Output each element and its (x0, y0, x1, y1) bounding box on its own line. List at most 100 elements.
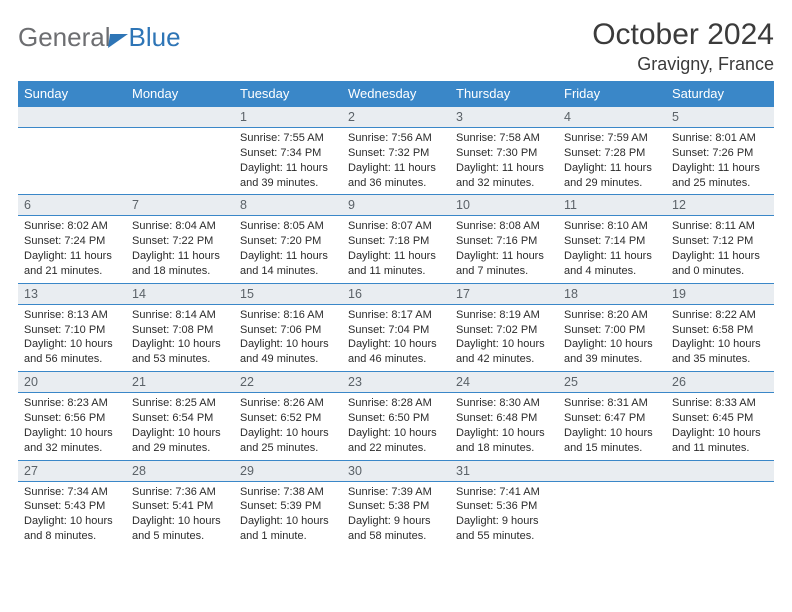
day-daylight1: Daylight: 10 hours (456, 337, 552, 352)
day-details: Sunrise: 8:13 AMSunset: 7:10 PMDaylight:… (18, 305, 126, 371)
day-daylight2: and 22 minutes. (348, 441, 444, 456)
calendar-day-cell: 23Sunrise: 8:28 AMSunset: 6:50 PMDayligh… (342, 371, 450, 459)
calendar-week-row: 13Sunrise: 8:13 AMSunset: 7:10 PMDayligh… (18, 283, 774, 371)
day-sunrise: Sunrise: 8:14 AM (132, 308, 228, 323)
day-details: Sunrise: 8:04 AMSunset: 7:22 PMDaylight:… (126, 216, 234, 282)
day-daylight1: Daylight: 11 hours (564, 249, 660, 264)
logo-text-blue: Blue (129, 22, 181, 53)
day-sunset: Sunset: 7:30 PM (456, 146, 552, 161)
day-details: Sunrise: 7:56 AMSunset: 7:32 PMDaylight:… (342, 128, 450, 194)
day-sunset: Sunset: 6:54 PM (132, 411, 228, 426)
day-sunset: Sunset: 7:26 PM (672, 146, 768, 161)
day-sunrise: Sunrise: 8:11 AM (672, 219, 768, 234)
day-daylight2: and 39 minutes. (564, 352, 660, 367)
day-sunrise: Sunrise: 8:23 AM (24, 396, 120, 411)
day-daylight1: Daylight: 11 hours (348, 249, 444, 264)
day-details: Sunrise: 8:33 AMSunset: 6:45 PMDaylight:… (666, 393, 774, 459)
day-details: Sunrise: 7:38 AMSunset: 5:39 PMDaylight:… (234, 482, 342, 548)
day-details: Sunrise: 7:36 AMSunset: 5:41 PMDaylight:… (126, 482, 234, 548)
day-number: 10 (450, 194, 558, 216)
day-number: 7 (126, 194, 234, 216)
day-daylight2: and 21 minutes. (24, 264, 120, 279)
calendar-day-cell (666, 460, 774, 548)
day-details: Sunrise: 8:11 AMSunset: 7:12 PMDaylight:… (666, 216, 774, 282)
day-details: Sunrise: 7:55 AMSunset: 7:34 PMDaylight:… (234, 128, 342, 194)
calendar-day-cell: 29Sunrise: 7:38 AMSunset: 5:39 PMDayligh… (234, 460, 342, 548)
day-daylight2: and 11 minutes. (348, 264, 444, 279)
calendar-day-cell (18, 106, 126, 194)
day-details: Sunrise: 8:19 AMSunset: 7:02 PMDaylight:… (450, 305, 558, 371)
day-daylight1: Daylight: 10 hours (132, 426, 228, 441)
day-daylight1: Daylight: 11 hours (240, 249, 336, 264)
brand-logo: General Blue (18, 18, 181, 53)
day-sunset: Sunset: 5:41 PM (132, 499, 228, 514)
weekday-header: Friday (558, 81, 666, 106)
day-details: Sunrise: 7:59 AMSunset: 7:28 PMDaylight:… (558, 128, 666, 194)
calendar-day-cell: 9Sunrise: 8:07 AMSunset: 7:18 PMDaylight… (342, 194, 450, 282)
day-daylight2: and 53 minutes. (132, 352, 228, 367)
day-sunset: Sunset: 5:43 PM (24, 499, 120, 514)
day-sunset: Sunset: 6:58 PM (672, 323, 768, 338)
day-sunset: Sunset: 7:12 PM (672, 234, 768, 249)
day-daylight1: Daylight: 10 hours (348, 426, 444, 441)
day-sunrise: Sunrise: 8:07 AM (348, 219, 444, 234)
day-details: Sunrise: 7:39 AMSunset: 5:38 PMDaylight:… (342, 482, 450, 548)
day-sunrise: Sunrise: 8:26 AM (240, 396, 336, 411)
day-number: 5 (666, 106, 774, 128)
day-daylight2: and 29 minutes. (564, 176, 660, 191)
day-daylight2: and 58 minutes. (348, 529, 444, 544)
day-details: Sunrise: 8:05 AMSunset: 7:20 PMDaylight:… (234, 216, 342, 282)
calendar-day-cell: 12Sunrise: 8:11 AMSunset: 7:12 PMDayligh… (666, 194, 774, 282)
day-daylight1: Daylight: 10 hours (24, 426, 120, 441)
calendar-day-cell: 18Sunrise: 8:20 AMSunset: 7:00 PMDayligh… (558, 283, 666, 371)
day-details: Sunrise: 8:01 AMSunset: 7:26 PMDaylight:… (666, 128, 774, 194)
day-number (558, 460, 666, 482)
calendar-day-cell: 6Sunrise: 8:02 AMSunset: 7:24 PMDaylight… (18, 194, 126, 282)
day-daylight1: Daylight: 10 hours (672, 426, 768, 441)
day-details: Sunrise: 8:25 AMSunset: 6:54 PMDaylight:… (126, 393, 234, 459)
day-daylight2: and 7 minutes. (456, 264, 552, 279)
day-number (18, 106, 126, 128)
calendar-day-cell: 3Sunrise: 7:58 AMSunset: 7:30 PMDaylight… (450, 106, 558, 194)
day-sunset: Sunset: 7:24 PM (24, 234, 120, 249)
day-sunset: Sunset: 7:08 PM (132, 323, 228, 338)
day-sunrise: Sunrise: 8:16 AM (240, 308, 336, 323)
day-number: 1 (234, 106, 342, 128)
calendar-day-cell: 5Sunrise: 8:01 AMSunset: 7:26 PMDaylight… (666, 106, 774, 194)
day-daylight2: and 15 minutes. (564, 441, 660, 456)
day-sunrise: Sunrise: 7:58 AM (456, 131, 552, 146)
day-daylight1: Daylight: 9 hours (456, 514, 552, 529)
day-daylight2: and 36 minutes. (348, 176, 444, 191)
calendar-day-cell: 30Sunrise: 7:39 AMSunset: 5:38 PMDayligh… (342, 460, 450, 548)
day-details: Sunrise: 7:41 AMSunset: 5:36 PMDaylight:… (450, 482, 558, 548)
day-daylight2: and 11 minutes. (672, 441, 768, 456)
day-sunrise: Sunrise: 8:28 AM (348, 396, 444, 411)
day-sunset: Sunset: 7:00 PM (564, 323, 660, 338)
day-details: Sunrise: 8:14 AMSunset: 7:08 PMDaylight:… (126, 305, 234, 371)
day-number (666, 460, 774, 482)
day-sunrise: Sunrise: 8:17 AM (348, 308, 444, 323)
calendar-table: SundayMondayTuesdayWednesdayThursdayFrid… (18, 81, 774, 548)
calendar-header-row: SundayMondayTuesdayWednesdayThursdayFrid… (18, 81, 774, 106)
day-sunrise: Sunrise: 7:56 AM (348, 131, 444, 146)
day-daylight1: Daylight: 10 hours (132, 514, 228, 529)
calendar-day-cell: 20Sunrise: 8:23 AMSunset: 6:56 PMDayligh… (18, 371, 126, 459)
day-details: Sunrise: 7:58 AMSunset: 7:30 PMDaylight:… (450, 128, 558, 194)
day-sunrise: Sunrise: 7:55 AM (240, 131, 336, 146)
day-daylight1: Daylight: 11 hours (240, 161, 336, 176)
day-number: 4 (558, 106, 666, 128)
day-number: 22 (234, 371, 342, 393)
day-sunrise: Sunrise: 7:36 AM (132, 485, 228, 500)
calendar-day-cell: 24Sunrise: 8:30 AMSunset: 6:48 PMDayligh… (450, 371, 558, 459)
day-sunset: Sunset: 6:50 PM (348, 411, 444, 426)
calendar-day-cell: 14Sunrise: 8:14 AMSunset: 7:08 PMDayligh… (126, 283, 234, 371)
day-number: 13 (18, 283, 126, 305)
day-daylight1: Daylight: 11 hours (564, 161, 660, 176)
day-details: Sunrise: 8:08 AMSunset: 7:16 PMDaylight:… (450, 216, 558, 282)
day-sunrise: Sunrise: 8:08 AM (456, 219, 552, 234)
day-sunset: Sunset: 6:56 PM (24, 411, 120, 426)
calendar-day-cell: 17Sunrise: 8:19 AMSunset: 7:02 PMDayligh… (450, 283, 558, 371)
day-sunset: Sunset: 7:32 PM (348, 146, 444, 161)
day-number (126, 106, 234, 128)
day-daylight2: and 0 minutes. (672, 264, 768, 279)
